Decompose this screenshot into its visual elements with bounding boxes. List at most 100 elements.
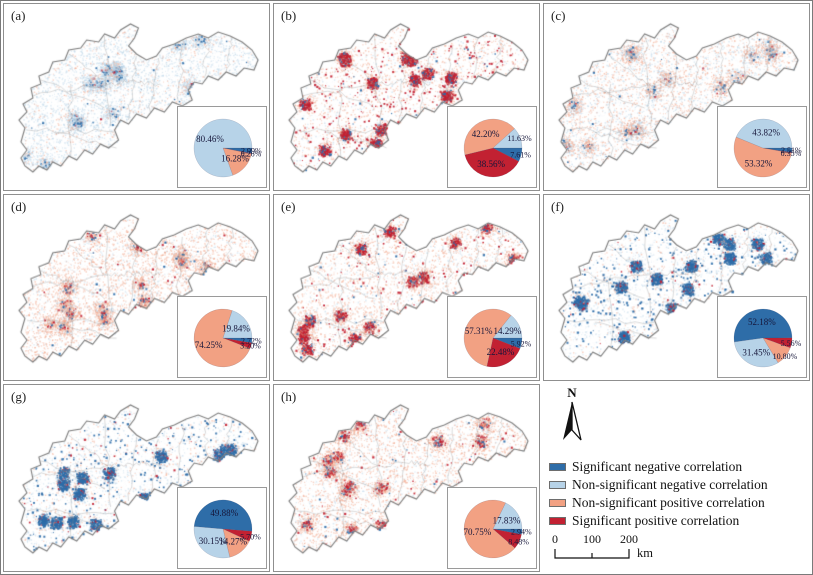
north-arrow: N xyxy=(555,386,589,448)
pie-label: 16.28% xyxy=(221,153,249,163)
pie-slice-sig_pos xyxy=(222,338,252,350)
pie-label: 80.46% xyxy=(196,133,224,143)
pie-slice-non_sig_pos xyxy=(463,118,515,155)
scale-tick-100: 100 xyxy=(583,532,601,547)
pie-inset-c: 2.51% 0.35% 53.32% 43.82% xyxy=(717,105,807,188)
pie-slice-sig_pos xyxy=(762,147,792,154)
pie-label: 8.48% xyxy=(508,537,529,546)
pie-label: 11.63% xyxy=(507,133,532,142)
north-arrow-icon xyxy=(563,402,582,441)
pie-slice-sig_pos xyxy=(222,147,252,154)
legend-swatch-nonsig-negative xyxy=(549,480,566,489)
pie-slice-non_sig_neg xyxy=(492,315,523,339)
pie-inset-e: 5.92% 22.48% 57.31% 14.29% xyxy=(447,296,537,379)
map-panel-f: (f) 52.18% 5.56% 10.80% 31.45% xyxy=(543,193,810,382)
pie-label: 30.15% xyxy=(199,536,227,546)
pie-inset-g: 49.88% 5.70% 14.27% 30.15% xyxy=(177,487,267,569)
pie-inset-h: 2.94% 8.48% 70.75% 17.83% xyxy=(447,487,537,569)
pie-slice-non_sig_neg xyxy=(735,118,793,148)
pie-label: 2.72% xyxy=(241,337,262,346)
pie-slice-non_sig_neg xyxy=(193,526,231,559)
panel-label-a: (a) xyxy=(11,8,26,23)
legend-label: Significant positive correlation xyxy=(572,512,740,528)
legend-swatch-sig-positive xyxy=(549,516,566,525)
legend-panel: N Significant negative correlation Non-s… xyxy=(543,384,810,572)
legend-item-nonsig-negative: Non-significant negative correlation xyxy=(549,477,768,492)
legend-item-sig-positive: Significant positive correlation xyxy=(549,513,768,528)
pie-label: 10.80% xyxy=(773,352,798,361)
pie-label: 38.56% xyxy=(477,158,505,168)
pie-slice-sig_neg xyxy=(222,338,253,344)
pie-label: 22.48% xyxy=(487,347,515,357)
panel-label-g: (g) xyxy=(11,389,27,405)
pie-label: 0.35% xyxy=(781,148,802,157)
pie-chart-a: 2.99%0.26%16.28% 80.46% xyxy=(193,118,262,177)
map-panel-a: (a) 2.99% 0.26% 16.28% 80.46% xyxy=(3,3,270,191)
pie-slice-sig_pos xyxy=(762,338,793,349)
legend-item-nonsig-positive: Non-significant positive correlation xyxy=(549,495,768,510)
panel-label-e: (e) xyxy=(281,198,296,214)
pie-slice-sig_neg xyxy=(492,528,523,535)
pie-slice-sig_pos xyxy=(464,147,520,177)
scale-bar: 0 100 200 km xyxy=(547,532,687,566)
pie-slice-sig_neg xyxy=(492,338,523,350)
pie-slice-non_sig_pos xyxy=(463,309,512,367)
pie-slice-sig_pos xyxy=(222,528,253,542)
legend-item-sig-negative: Significant negative correlation xyxy=(549,459,768,474)
legend-label: Non-significant positive correlation xyxy=(572,494,765,510)
pie-slice-non_sig_pos xyxy=(733,136,792,177)
panel-label-h: (h) xyxy=(281,389,297,405)
pie-inset-b: 7.61% 38.56% 42.20% 11.63% xyxy=(447,105,537,188)
map-panel-b: (b) 7.61% 38.56% 42.20% 11.63% xyxy=(273,3,540,191)
pie-label: 14.29% xyxy=(494,326,522,336)
pie-slice-sig_neg xyxy=(492,147,523,162)
pie-slice-non_sig_pos xyxy=(222,528,250,558)
pie-label: 19.84% xyxy=(222,324,250,334)
pie-label: 49.88% xyxy=(210,508,238,518)
pie-inset-a: 2.99% 0.26% 16.28% 80.46% xyxy=(177,105,267,188)
map-panel-g: (g) 49.88% 5.70% 14.27% 30.15% xyxy=(3,384,270,572)
panel-label-d: (d) xyxy=(11,198,27,214)
map-panel-d: (d) 2.72% 3.20% 74.25% 19.84% xyxy=(3,193,270,382)
pie-chart-d: 2.72%3.20% 74.25% 19.84% xyxy=(193,309,262,368)
pie-slice-non_sig_pos xyxy=(193,309,251,368)
map-panel-e: (e) 5.92% 22.48% 57.31% 14.29% xyxy=(273,193,540,382)
pie-chart-h: 2.94%8.48% 70.75%17.83% xyxy=(463,499,532,559)
pie-slice-sig_neg xyxy=(762,147,793,153)
pie-label: 3.20% xyxy=(240,342,261,351)
panel-label-b: (b) xyxy=(281,8,297,23)
pie-label: 14.27% xyxy=(219,536,247,546)
pie-label: 5.70% xyxy=(240,532,261,541)
pie-slice-sig_pos xyxy=(486,338,521,368)
pie-slice-non_sig_neg xyxy=(222,310,253,339)
pie-chart-c: 2.51%0.35% 53.32% 43.82% xyxy=(733,118,802,177)
pie-label: 74.25% xyxy=(195,340,223,350)
pie-label: 53.32% xyxy=(745,158,773,168)
pie-chart-e: 5.92%22.48% 57.31% 14.29% xyxy=(463,309,532,368)
pie-label: 42.20% xyxy=(472,129,500,139)
legend: Significant negative correlation Non-sig… xyxy=(549,456,768,531)
pie-slice-sig_pos xyxy=(492,528,522,549)
pie-slice-sig_neg xyxy=(222,147,253,154)
pie-slice-non_sig_pos xyxy=(463,499,516,559)
legend-swatch-nonsig-positive xyxy=(549,498,566,507)
pie-inset-f: 52.18% 5.56% 10.80% 31.45% xyxy=(717,296,807,379)
legend-label: Significant negative correlation xyxy=(572,458,743,474)
pie-label: 70.75% xyxy=(464,527,492,537)
pie-label: 5.92% xyxy=(511,340,532,349)
pie-label: 57.31% xyxy=(465,327,493,337)
pie-label: 52.18% xyxy=(748,317,776,327)
legend-label: Non-significant negative correlation xyxy=(572,476,768,492)
north-label: N xyxy=(567,385,577,401)
map-panel-h: (h) 2.94% 8.48% 70.75% 17.83% xyxy=(273,384,540,572)
pie-slice-non_sig_pos xyxy=(222,147,252,176)
scale-tick-0: 0 xyxy=(552,532,558,547)
panel-label-c: (c) xyxy=(551,8,566,23)
pie-slice-non_sig_neg xyxy=(193,118,253,177)
legend-swatch-sig-negative xyxy=(549,462,566,471)
map-panel-c: (c) 2.51% 0.35% 53.32% 43.82% xyxy=(543,3,810,191)
pie-chart-b: 7.61% 38.56% 42.20% 11.63% xyxy=(463,118,532,177)
scale-tick-200: 200 xyxy=(620,532,638,547)
pie-slice-non_sig_neg xyxy=(492,128,523,148)
